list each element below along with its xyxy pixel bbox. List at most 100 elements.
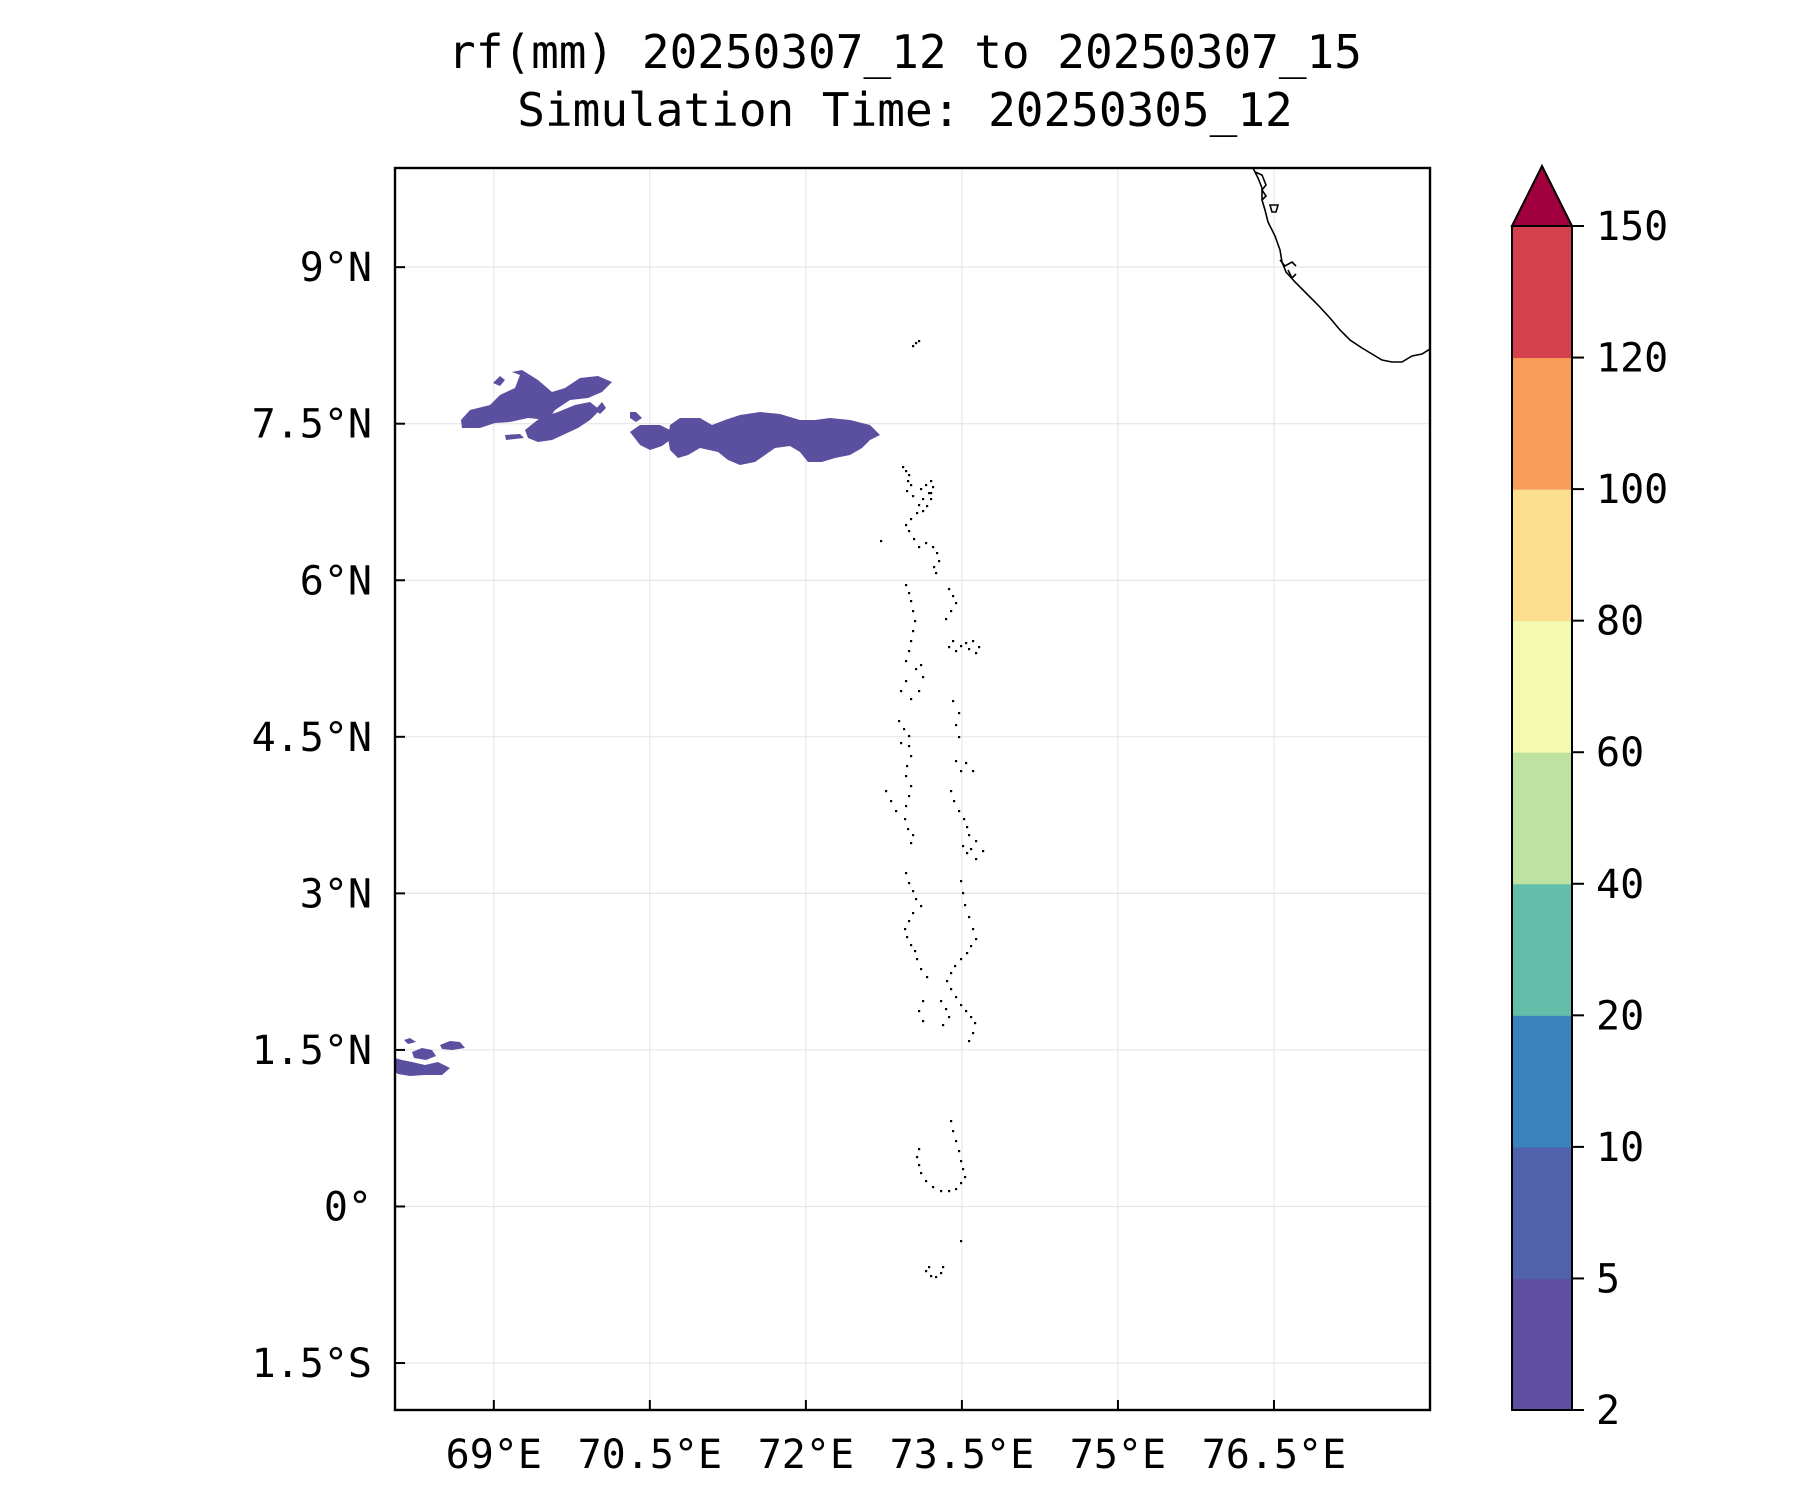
lon-tick-label: 73.5°E xyxy=(890,1432,1035,1478)
island-dot xyxy=(910,842,913,845)
island-dot xyxy=(914,950,917,953)
island-dot xyxy=(918,1148,921,1151)
island-dot xyxy=(912,610,915,613)
island-dot xyxy=(952,640,955,643)
map-gridlines xyxy=(395,168,1430,1410)
island-dot xyxy=(975,840,978,843)
lon-tick-label: 69°E xyxy=(446,1432,542,1478)
island-dot xyxy=(925,1270,928,1273)
island-dot xyxy=(948,646,951,649)
island-dot xyxy=(918,1164,921,1167)
island-dot xyxy=(978,646,981,649)
island-dot xyxy=(970,848,973,851)
lon-tick-label: 75°E xyxy=(1070,1432,1166,1478)
island-dot xyxy=(908,920,911,923)
island-dot xyxy=(972,1032,975,1035)
lat-tick-label: 7.5°N xyxy=(252,402,372,448)
island-dot xyxy=(940,1272,943,1275)
colorbar: 2 5 10 20 40 60 80 100 120 150 xyxy=(1510,163,1668,1434)
island-dot xyxy=(910,944,913,947)
island-dot xyxy=(950,790,953,793)
island-dot xyxy=(926,976,929,979)
lat-tick-label: 1.5°N xyxy=(252,1028,372,1074)
island-dot xyxy=(952,700,955,703)
island-dot xyxy=(940,1190,943,1193)
lon-tick-label: 76.5°E xyxy=(1202,1432,1347,1478)
island-dot xyxy=(908,474,911,477)
island-dot xyxy=(925,542,928,545)
island-dot xyxy=(906,765,909,768)
island-dot xyxy=(972,928,975,931)
island-dot xyxy=(916,1156,919,1159)
map-panel xyxy=(393,166,1432,1412)
colorbar-tick-label: 60 xyxy=(1596,730,1644,776)
island-dot xyxy=(974,1022,977,1025)
lat-tick-label: 9°N xyxy=(300,245,372,291)
lat-tick-label: 4.5°N xyxy=(252,715,372,761)
island-dot xyxy=(965,762,968,765)
rain-patch-south-west xyxy=(395,1058,450,1076)
colorbar-tick-label: 20 xyxy=(1596,993,1644,1039)
rain-patch-west-north-6 xyxy=(505,434,524,440)
island-dot xyxy=(907,828,910,831)
island-dot xyxy=(902,466,905,469)
island-dot xyxy=(955,650,958,653)
island-dot xyxy=(948,1190,951,1193)
lat-tick-label: 0° xyxy=(324,1184,372,1230)
island-dot xyxy=(920,905,923,908)
island-dot xyxy=(958,712,961,715)
island-dot xyxy=(970,1016,973,1019)
island-dot xyxy=(955,724,958,727)
island-dot xyxy=(915,898,918,901)
island-dot xyxy=(890,800,893,803)
island-dot xyxy=(905,584,908,587)
rain-patch-west-north-2 xyxy=(525,402,600,442)
island-dot xyxy=(900,690,903,693)
island-dot xyxy=(904,818,907,821)
island-dot xyxy=(950,1120,953,1123)
island-dot xyxy=(960,958,963,961)
island-dot xyxy=(910,600,913,603)
island-dot xyxy=(960,1160,963,1163)
island-dot xyxy=(907,480,910,483)
map-axes: 69°E 70.5°E 72°E 73.5°E 75°E 76.5°E 9°N 7.5°N 6°… xyxy=(252,245,1347,1478)
island-dot xyxy=(966,952,969,955)
island-dot xyxy=(946,980,949,983)
island-dot xyxy=(958,810,961,813)
island-dot xyxy=(940,1000,943,1003)
island-dot xyxy=(910,484,913,487)
island-dot xyxy=(925,1180,928,1183)
coastline-detail xyxy=(1254,171,1268,201)
colorbar-frame xyxy=(1511,225,1573,1411)
island-dot xyxy=(932,1186,935,1189)
map-subtitle: Simulation Time: 20250305_12 xyxy=(517,83,1292,137)
island-dot xyxy=(900,742,903,745)
island-dot xyxy=(918,1010,921,1013)
lat-tick-label: 3°N xyxy=(300,871,372,917)
colorbar-band xyxy=(1512,752,1572,885)
island-dot xyxy=(916,512,919,515)
island-dot xyxy=(903,728,906,731)
island-dot xyxy=(975,858,978,861)
island-dot xyxy=(955,1188,958,1191)
island-dot xyxy=(935,1276,938,1279)
island-dot xyxy=(908,530,911,533)
island-dot xyxy=(968,648,971,651)
island-dot xyxy=(905,524,908,527)
island-dot xyxy=(964,1176,967,1179)
colorbar-tick-label: 150 xyxy=(1596,204,1668,250)
rain-patch-west-north-4 xyxy=(595,402,606,414)
colorbar-tick-label: 10 xyxy=(1596,1125,1644,1171)
island-dot xyxy=(958,736,961,739)
island-dot xyxy=(906,490,909,493)
island-dot xyxy=(930,1275,933,1278)
rain-patch-south-west-3 xyxy=(440,1041,465,1050)
map-title: rf(mm) 20250307_12 to 20250307_15 xyxy=(448,25,1362,79)
rain-patch-south-west-2 xyxy=(412,1048,436,1060)
island-dot xyxy=(908,745,911,748)
lat-tick-label: 6°N xyxy=(300,558,372,604)
island-dot xyxy=(955,996,958,999)
island-dot xyxy=(952,595,955,598)
rain-patch-central xyxy=(668,412,880,465)
island-dot xyxy=(975,652,978,655)
